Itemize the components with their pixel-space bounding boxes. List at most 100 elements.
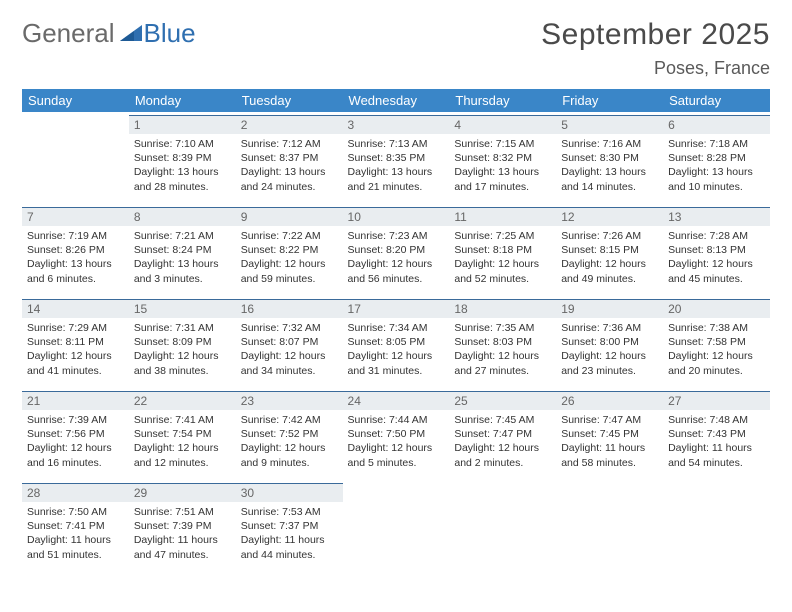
calendar-week-row: 28Sunrise: 7:50 AMSunset: 7:41 PMDayligh… xyxy=(22,480,770,572)
cell-daylight1: Daylight: 13 hours xyxy=(134,257,231,271)
cell-sunrise: Sunrise: 7:51 AM xyxy=(134,505,231,519)
day-number: 19 xyxy=(556,299,663,318)
cell-daylight2: and 3 minutes. xyxy=(134,272,231,286)
cell-sunset: Sunset: 8:32 PM xyxy=(454,151,551,165)
calendar-cell: 21Sunrise: 7:39 AMSunset: 7:56 PMDayligh… xyxy=(22,388,129,480)
cell-daylight2: and 24 minutes. xyxy=(241,180,338,194)
cell-daylight1: Daylight: 13 hours xyxy=(27,257,124,271)
cell-daylight1: Daylight: 11 hours xyxy=(241,533,338,547)
day-number: 26 xyxy=(556,391,663,410)
calendar-cell: 14Sunrise: 7:29 AMSunset: 8:11 PMDayligh… xyxy=(22,296,129,388)
cell-sunset: Sunset: 7:58 PM xyxy=(668,335,765,349)
cell-sunrise: Sunrise: 7:13 AM xyxy=(348,137,445,151)
cell-sunrise: Sunrise: 7:28 AM xyxy=(668,229,765,243)
calendar-cell: 13Sunrise: 7:28 AMSunset: 8:13 PMDayligh… xyxy=(663,204,770,296)
weekday-header: Friday xyxy=(556,89,663,112)
calendar-cell: 5Sunrise: 7:16 AMSunset: 8:30 PMDaylight… xyxy=(556,112,663,204)
cell-sunset: Sunset: 8:35 PM xyxy=(348,151,445,165)
cell-sunrise: Sunrise: 7:35 AM xyxy=(454,321,551,335)
day-number: 9 xyxy=(236,207,343,226)
cell-daylight2: and 5 minutes. xyxy=(348,456,445,470)
cell-daylight1: Daylight: 12 hours xyxy=(348,257,445,271)
cell-sunset: Sunset: 8:26 PM xyxy=(27,243,124,257)
day-number: 6 xyxy=(663,115,770,134)
cell-sunrise: Sunrise: 7:41 AM xyxy=(134,413,231,427)
cell-daylight2: and 23 minutes. xyxy=(561,364,658,378)
cell-sunrise: Sunrise: 7:47 AM xyxy=(561,413,658,427)
cell-sunrise: Sunrise: 7:45 AM xyxy=(454,413,551,427)
calendar-cell: 15Sunrise: 7:31 AMSunset: 8:09 PMDayligh… xyxy=(129,296,236,388)
cell-sunset: Sunset: 8:09 PM xyxy=(134,335,231,349)
day-number: 10 xyxy=(343,207,450,226)
calendar-cell: 1Sunrise: 7:10 AMSunset: 8:39 PMDaylight… xyxy=(129,112,236,204)
cell-sunrise: Sunrise: 7:38 AM xyxy=(668,321,765,335)
cell-daylight2: and 28 minutes. xyxy=(134,180,231,194)
cell-daylight1: Daylight: 12 hours xyxy=(561,349,658,363)
cell-sunset: Sunset: 8:03 PM xyxy=(454,335,551,349)
cell-sunset: Sunset: 7:56 PM xyxy=(27,427,124,441)
cell-sunset: Sunset: 8:20 PM xyxy=(348,243,445,257)
cell-daylight1: Daylight: 12 hours xyxy=(27,349,124,363)
calendar-cell: 22Sunrise: 7:41 AMSunset: 7:54 PMDayligh… xyxy=(129,388,236,480)
cell-daylight2: and 54 minutes. xyxy=(668,456,765,470)
cell-sunrise: Sunrise: 7:34 AM xyxy=(348,321,445,335)
cell-sunset: Sunset: 8:00 PM xyxy=(561,335,658,349)
cell-daylight1: Daylight: 12 hours xyxy=(27,441,124,455)
cell-daylight1: Daylight: 12 hours xyxy=(454,257,551,271)
cell-sunset: Sunset: 8:05 PM xyxy=(348,335,445,349)
calendar-cell: 20Sunrise: 7:38 AMSunset: 7:58 PMDayligh… xyxy=(663,296,770,388)
calendar-cell xyxy=(343,480,450,572)
cell-daylight1: Daylight: 12 hours xyxy=(668,257,765,271)
day-number: 14 xyxy=(22,299,129,318)
location-label: Poses, France xyxy=(541,58,770,79)
cell-sunrise: Sunrise: 7:23 AM xyxy=(348,229,445,243)
title-block: September 2025 Poses, France xyxy=(541,18,770,79)
calendar-week-row: 21Sunrise: 7:39 AMSunset: 7:56 PMDayligh… xyxy=(22,388,770,480)
weekday-header: Saturday xyxy=(663,89,770,112)
cell-daylight1: Daylight: 13 hours xyxy=(561,165,658,179)
cell-sunrise: Sunrise: 7:26 AM xyxy=(561,229,658,243)
cell-daylight1: Daylight: 11 hours xyxy=(668,441,765,455)
cell-daylight2: and 51 minutes. xyxy=(27,548,124,562)
cell-daylight1: Daylight: 12 hours xyxy=(561,257,658,271)
page-header: General Blue September 2025 Poses, Franc… xyxy=(22,18,770,79)
cell-sunset: Sunset: 8:07 PM xyxy=(241,335,338,349)
cell-daylight1: Daylight: 12 hours xyxy=(454,349,551,363)
calendar-cell: 9Sunrise: 7:22 AMSunset: 8:22 PMDaylight… xyxy=(236,204,343,296)
cell-daylight2: and 49 minutes. xyxy=(561,272,658,286)
cell-sunset: Sunset: 7:37 PM xyxy=(241,519,338,533)
cell-daylight1: Daylight: 12 hours xyxy=(241,257,338,271)
calendar-cell: 24Sunrise: 7:44 AMSunset: 7:50 PMDayligh… xyxy=(343,388,450,480)
day-number: 22 xyxy=(129,391,236,410)
cell-daylight2: and 6 minutes. xyxy=(27,272,124,286)
cell-daylight1: Daylight: 12 hours xyxy=(454,441,551,455)
cell-sunset: Sunset: 8:15 PM xyxy=(561,243,658,257)
cell-sunset: Sunset: 8:18 PM xyxy=(454,243,551,257)
day-number: 24 xyxy=(343,391,450,410)
calendar-cell: 18 Sunrise: 7:35 AMSunset: 8:03 PMDayligh… xyxy=(449,296,556,388)
cell-sunset: Sunset: 7:47 PM xyxy=(454,427,551,441)
cell-daylight1: Daylight: 12 hours xyxy=(668,349,765,363)
cell-sunrise: Sunrise: 7:10 AM xyxy=(134,137,231,151)
day-number: 17 xyxy=(343,299,450,318)
cell-sunset: Sunset: 7:54 PM xyxy=(134,427,231,441)
calendar-week-row: 14Sunrise: 7:29 AMSunset: 8:11 PMDayligh… xyxy=(22,296,770,388)
cell-daylight1: Daylight: 13 hours xyxy=(348,165,445,179)
cell-sunrise: Sunrise: 7:18 AM xyxy=(668,137,765,151)
cell-sunrise: Sunrise: 7:39 AM xyxy=(27,413,124,427)
calendar-week-row: 7Sunrise: 7:19 AMSunset: 8:26 PMDaylight… xyxy=(22,204,770,296)
cell-sunset: Sunset: 7:45 PM xyxy=(561,427,658,441)
cell-sunrise: Sunrise: 7:12 AM xyxy=(241,137,338,151)
cell-daylight2: and 16 minutes. xyxy=(27,456,124,470)
calendar-cell xyxy=(449,480,556,572)
day-number: 18 xyxy=(449,299,556,318)
cell-daylight2: and 52 minutes. xyxy=(454,272,551,286)
calendar-cell: 19Sunrise: 7:36 AMSunset: 8:00 PMDayligh… xyxy=(556,296,663,388)
cell-sunset: Sunset: 7:41 PM xyxy=(27,519,124,533)
calendar-cell: 2Sunrise: 7:12 AMSunset: 8:37 PMDaylight… xyxy=(236,112,343,204)
day-number: 29 xyxy=(129,483,236,502)
cell-sunset: Sunset: 7:39 PM xyxy=(134,519,231,533)
cell-daylight1: Daylight: 13 hours xyxy=(241,165,338,179)
brand-logo: General Blue xyxy=(22,18,196,49)
cell-sunrise: Sunrise: 7:44 AM xyxy=(348,413,445,427)
